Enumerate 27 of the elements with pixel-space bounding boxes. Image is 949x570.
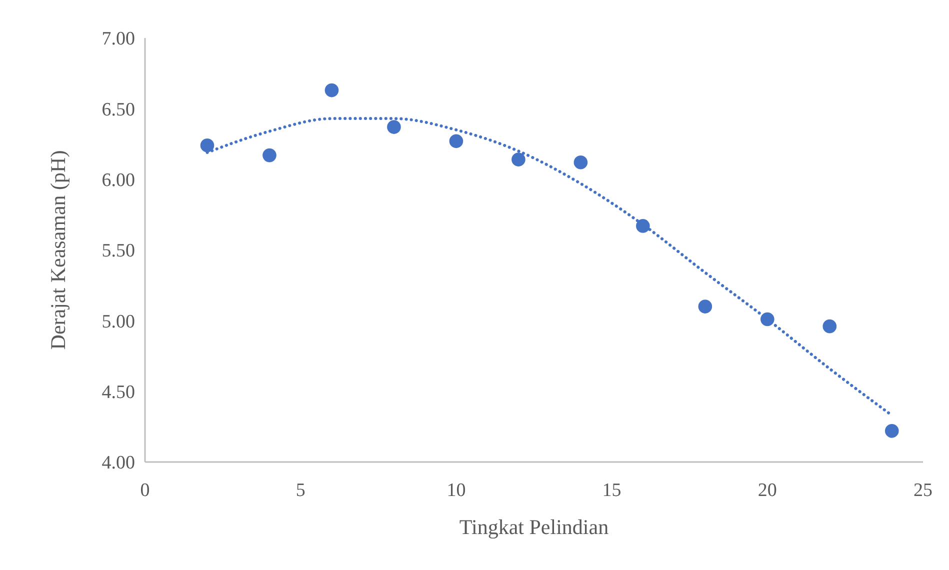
x-tick-label: 0 [140, 480, 150, 501]
point [387, 120, 401, 134]
y-tick-label: 5.00 [102, 311, 135, 332]
point [324, 83, 339, 98]
point [262, 148, 276, 162]
y-tick-label: 6.50 [102, 99, 135, 120]
x-tick-label: 5 [296, 480, 306, 501]
point [884, 424, 899, 438]
point [760, 312, 774, 326]
point [574, 155, 588, 170]
point [449, 134, 464, 148]
point [200, 138, 214, 152]
x-tick-label: 20 [758, 480, 777, 501]
point [512, 152, 526, 166]
y-tick-label: 4.00 [102, 452, 135, 474]
y-tick-label: 6.00 [102, 170, 135, 191]
point [822, 319, 837, 334]
y-tick-label: 7.00 [102, 28, 135, 50]
x-axis-title: Tingkat Pelindian [459, 515, 610, 539]
point [636, 219, 650, 233]
x-tick-label: 25 [914, 480, 932, 501]
y-tick-label: 5.50 [102, 240, 135, 262]
x-tick-label: 15 [602, 480, 622, 501]
x-tick-label: 10 [446, 480, 466, 501]
y-axis-title: Derajat Keasaman (pH) [46, 150, 70, 350]
y-tick-label: 4.50 [102, 382, 135, 403]
point [698, 300, 712, 314]
